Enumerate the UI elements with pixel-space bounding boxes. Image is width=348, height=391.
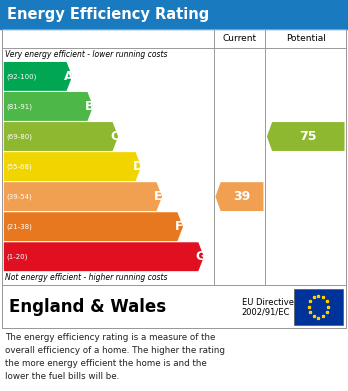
Polygon shape <box>4 212 183 241</box>
Polygon shape <box>215 182 263 211</box>
Text: (39-54): (39-54) <box>7 194 32 200</box>
Text: (21-38): (21-38) <box>7 223 32 230</box>
Text: Energy Efficiency Rating: Energy Efficiency Rating <box>7 7 209 22</box>
Text: Current: Current <box>222 34 256 43</box>
Polygon shape <box>4 242 204 271</box>
Text: B: B <box>85 100 94 113</box>
Polygon shape <box>4 182 162 211</box>
Bar <box>2 285 346 328</box>
Bar <box>2 29 346 285</box>
Text: E: E <box>154 190 163 203</box>
Polygon shape <box>4 122 118 151</box>
Text: Very energy efficient - lower running costs: Very energy efficient - lower running co… <box>5 50 168 59</box>
Text: 2002/91/EC: 2002/91/EC <box>242 307 290 317</box>
Text: (92-100): (92-100) <box>7 73 37 80</box>
Polygon shape <box>4 62 72 91</box>
Text: (69-80): (69-80) <box>7 133 33 140</box>
Bar <box>2 29 346 328</box>
Text: A: A <box>64 70 73 83</box>
Polygon shape <box>267 122 345 151</box>
Text: F: F <box>175 220 184 233</box>
Text: (81-91): (81-91) <box>7 103 33 110</box>
Text: EU Directive: EU Directive <box>242 298 294 307</box>
Bar <box>0 0 348 29</box>
Polygon shape <box>4 152 141 181</box>
Text: (1-20): (1-20) <box>7 253 28 260</box>
Text: 75: 75 <box>300 130 317 143</box>
Text: G: G <box>195 250 205 263</box>
Text: D: D <box>133 160 143 173</box>
Bar <box>294 289 343 325</box>
Text: The energy efficiency rating is a measure of the
overall efficiency of a home. T: The energy efficiency rating is a measur… <box>5 333 225 381</box>
Text: Not energy efficient - higher running costs: Not energy efficient - higher running co… <box>5 273 168 282</box>
Text: England & Wales: England & Wales <box>9 298 166 316</box>
Text: (55-68): (55-68) <box>7 163 32 170</box>
Text: 39: 39 <box>234 190 251 203</box>
Polygon shape <box>4 92 93 121</box>
Text: Potential: Potential <box>286 34 326 43</box>
Text: C: C <box>110 130 119 143</box>
